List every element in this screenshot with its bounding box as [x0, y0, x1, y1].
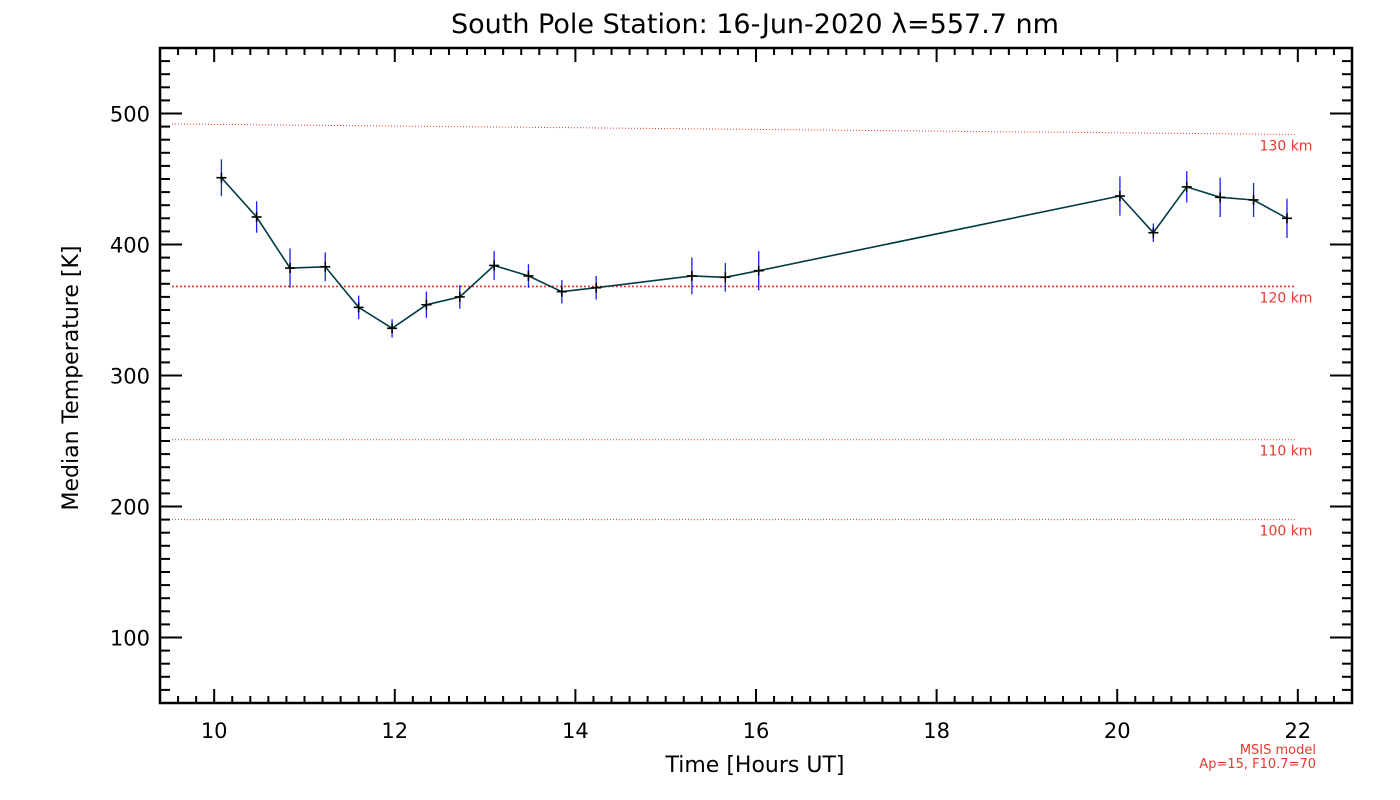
- data-point: [285, 263, 296, 274]
- y-tick-label: 500: [110, 103, 150, 127]
- y-axis-label: Median Temperature [K]: [59, 246, 84, 511]
- x-tick-label: 22: [1284, 719, 1311, 743]
- msis-ref-line-130-km: [171, 123, 1297, 135]
- data-point: [387, 323, 398, 334]
- y-tick-label: 200: [110, 496, 150, 520]
- plot-frame: [158, 46, 1354, 705]
- data-point: [421, 299, 432, 310]
- y-tick-label: 100: [110, 627, 150, 651]
- data-point: [353, 302, 364, 313]
- data-point: [523, 270, 534, 281]
- data-point: [489, 260, 500, 271]
- data-point: [1281, 213, 1292, 224]
- data-point: [1215, 192, 1226, 203]
- data-point: [1114, 191, 1125, 202]
- x-tick-label: 14: [562, 719, 589, 743]
- x-tick-label: 20: [1104, 719, 1131, 743]
- data-point: [320, 261, 331, 272]
- data-point: [251, 211, 262, 222]
- x-axis-label: Time [Hours UT]: [665, 753, 845, 778]
- data-point: [753, 265, 764, 276]
- data-point: [591, 282, 602, 293]
- data-point: [1181, 181, 1192, 192]
- msis-model-note: MSIS model: [1240, 743, 1316, 758]
- data-point: [1248, 194, 1259, 205]
- y-tick-label: 300: [110, 365, 150, 389]
- msis-ref-label-130-km: 130 km: [1260, 138, 1313, 154]
- data-point: [556, 286, 567, 297]
- x-tick-label: 12: [381, 719, 408, 743]
- msis-ref-label-110-km: 110 km: [1260, 444, 1313, 460]
- msis-ref-label-120-km: 120 km: [1260, 290, 1313, 306]
- x-tick-label: 10: [201, 719, 228, 743]
- data-point: [686, 270, 697, 281]
- msis-params-note: Ap=15, F10.7=70: [1199, 757, 1316, 772]
- data-point: [216, 172, 227, 183]
- data-point: [1148, 227, 1159, 238]
- msis-ref-label-100-km: 100 km: [1260, 524, 1313, 540]
- x-tick-label: 16: [743, 719, 770, 743]
- y-tick-label: 400: [110, 234, 150, 258]
- x-tick-label: 18: [923, 719, 950, 743]
- data-point: [720, 272, 731, 283]
- series-line: [220, 177, 1288, 330]
- data-point: [454, 291, 465, 302]
- chart-title: South Pole Station: 16-Jun-2020 λ=557.7 …: [451, 9, 1059, 40]
